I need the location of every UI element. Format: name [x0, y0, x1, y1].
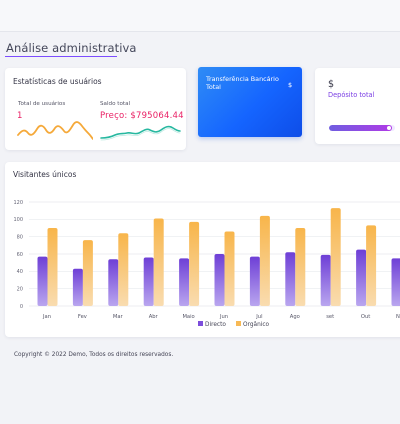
bar-directo [143, 257, 154, 306]
bar-directo [179, 258, 190, 306]
deposit-progress-bar [329, 125, 395, 131]
balance-sparkline [100, 125, 181, 141]
x-tick-label: Maio [182, 314, 194, 320]
legend-label-organico: Orgânico [243, 321, 270, 328]
x-tick-label: Nov [396, 314, 400, 320]
total-users-value: 1 [17, 111, 23, 121]
total-users-sparkline [17, 121, 93, 140]
y-tick-label: 100 [13, 217, 23, 223]
title-underline [5, 56, 117, 57]
bar-directo [249, 256, 260, 306]
footer-copyright: Copyright © 2022 Demo, Todos os direitos… [14, 352, 174, 358]
x-tick-label: Fev [78, 314, 87, 320]
balance-value: Preço: $795064.44 [100, 111, 184, 121]
x-tick-label: Jan [42, 314, 51, 320]
legend-swatch-directo [198, 321, 203, 326]
page-title: Análise administrativa [6, 41, 137, 55]
bar-organico [259, 215, 270, 306]
bar-directo [285, 252, 296, 306]
x-tick-label: Abr [149, 314, 159, 320]
unique-visitors-card: Visitantes únicos 0 20 40 60 80 100 120 Jan Fev… [5, 162, 400, 337]
bar-organico [330, 208, 341, 306]
y-tick-label: 40 [17, 269, 23, 275]
bar-organico [118, 233, 129, 306]
deposit-card: $ Depósito total [315, 68, 400, 144]
user-stats-title: Estatísticas de usuários [13, 77, 102, 86]
bar-directo [37, 256, 48, 306]
y-tick-label: 80 [17, 234, 23, 240]
y-tick-label: 60 [17, 252, 23, 258]
bar-directo [320, 254, 331, 306]
x-tick-label: Jul [255, 314, 262, 320]
bar-organico [224, 231, 235, 306]
bar-directo [391, 258, 400, 306]
deposit-progress-knob [386, 126, 391, 130]
bar-directo [356, 249, 367, 306]
user-stats-card: Estatísticas de usuários Total de usuári… [5, 68, 186, 150]
bar-organico [189, 221, 200, 306]
total-users-label: Total de usuários [18, 101, 66, 107]
balance-label: Saldo total [100, 101, 131, 107]
bar-organico [295, 228, 306, 306]
top-bar [0, 0, 400, 32]
x-tick-label: Ago [290, 314, 300, 320]
bar-organico [366, 225, 377, 306]
bar-directo [72, 268, 83, 306]
y-tick-label: 120 [13, 200, 23, 206]
bar-organico [47, 228, 58, 306]
x-tick-label: set [326, 314, 334, 320]
bank-transfer-value: $ [288, 81, 293, 89]
bank-transfer-card: Transferência Bancário Total $ [198, 67, 302, 137]
deposit-progress-fill [329, 125, 392, 131]
unique-visitors-title: Visitantes únicos [13, 170, 77, 179]
bar-directo [108, 259, 119, 306]
x-tick-label: Jun [219, 314, 228, 320]
bank-transfer-label: Transferência Bancário Total [206, 75, 279, 91]
bar-directo [214, 254, 225, 306]
legend-label-directo: Directo [205, 322, 226, 328]
bar-organico [153, 218, 164, 306]
deposit-label: Depósito total [328, 91, 375, 99]
deposit-value: $ [328, 79, 335, 90]
x-tick-label: Out [361, 314, 370, 320]
bar-organico [82, 240, 93, 306]
x-tick-label: Mar [113, 314, 124, 320]
y-tick-label: 20 [17, 286, 23, 292]
y-tick-label: 0 [20, 304, 23, 310]
legend-swatch-organico [236, 321, 241, 326]
unique-visitors-chart: 0 20 40 60 80 100 120 Jan Fev Mar Abr Maio Jun Jul Ag… [13, 200, 400, 328]
